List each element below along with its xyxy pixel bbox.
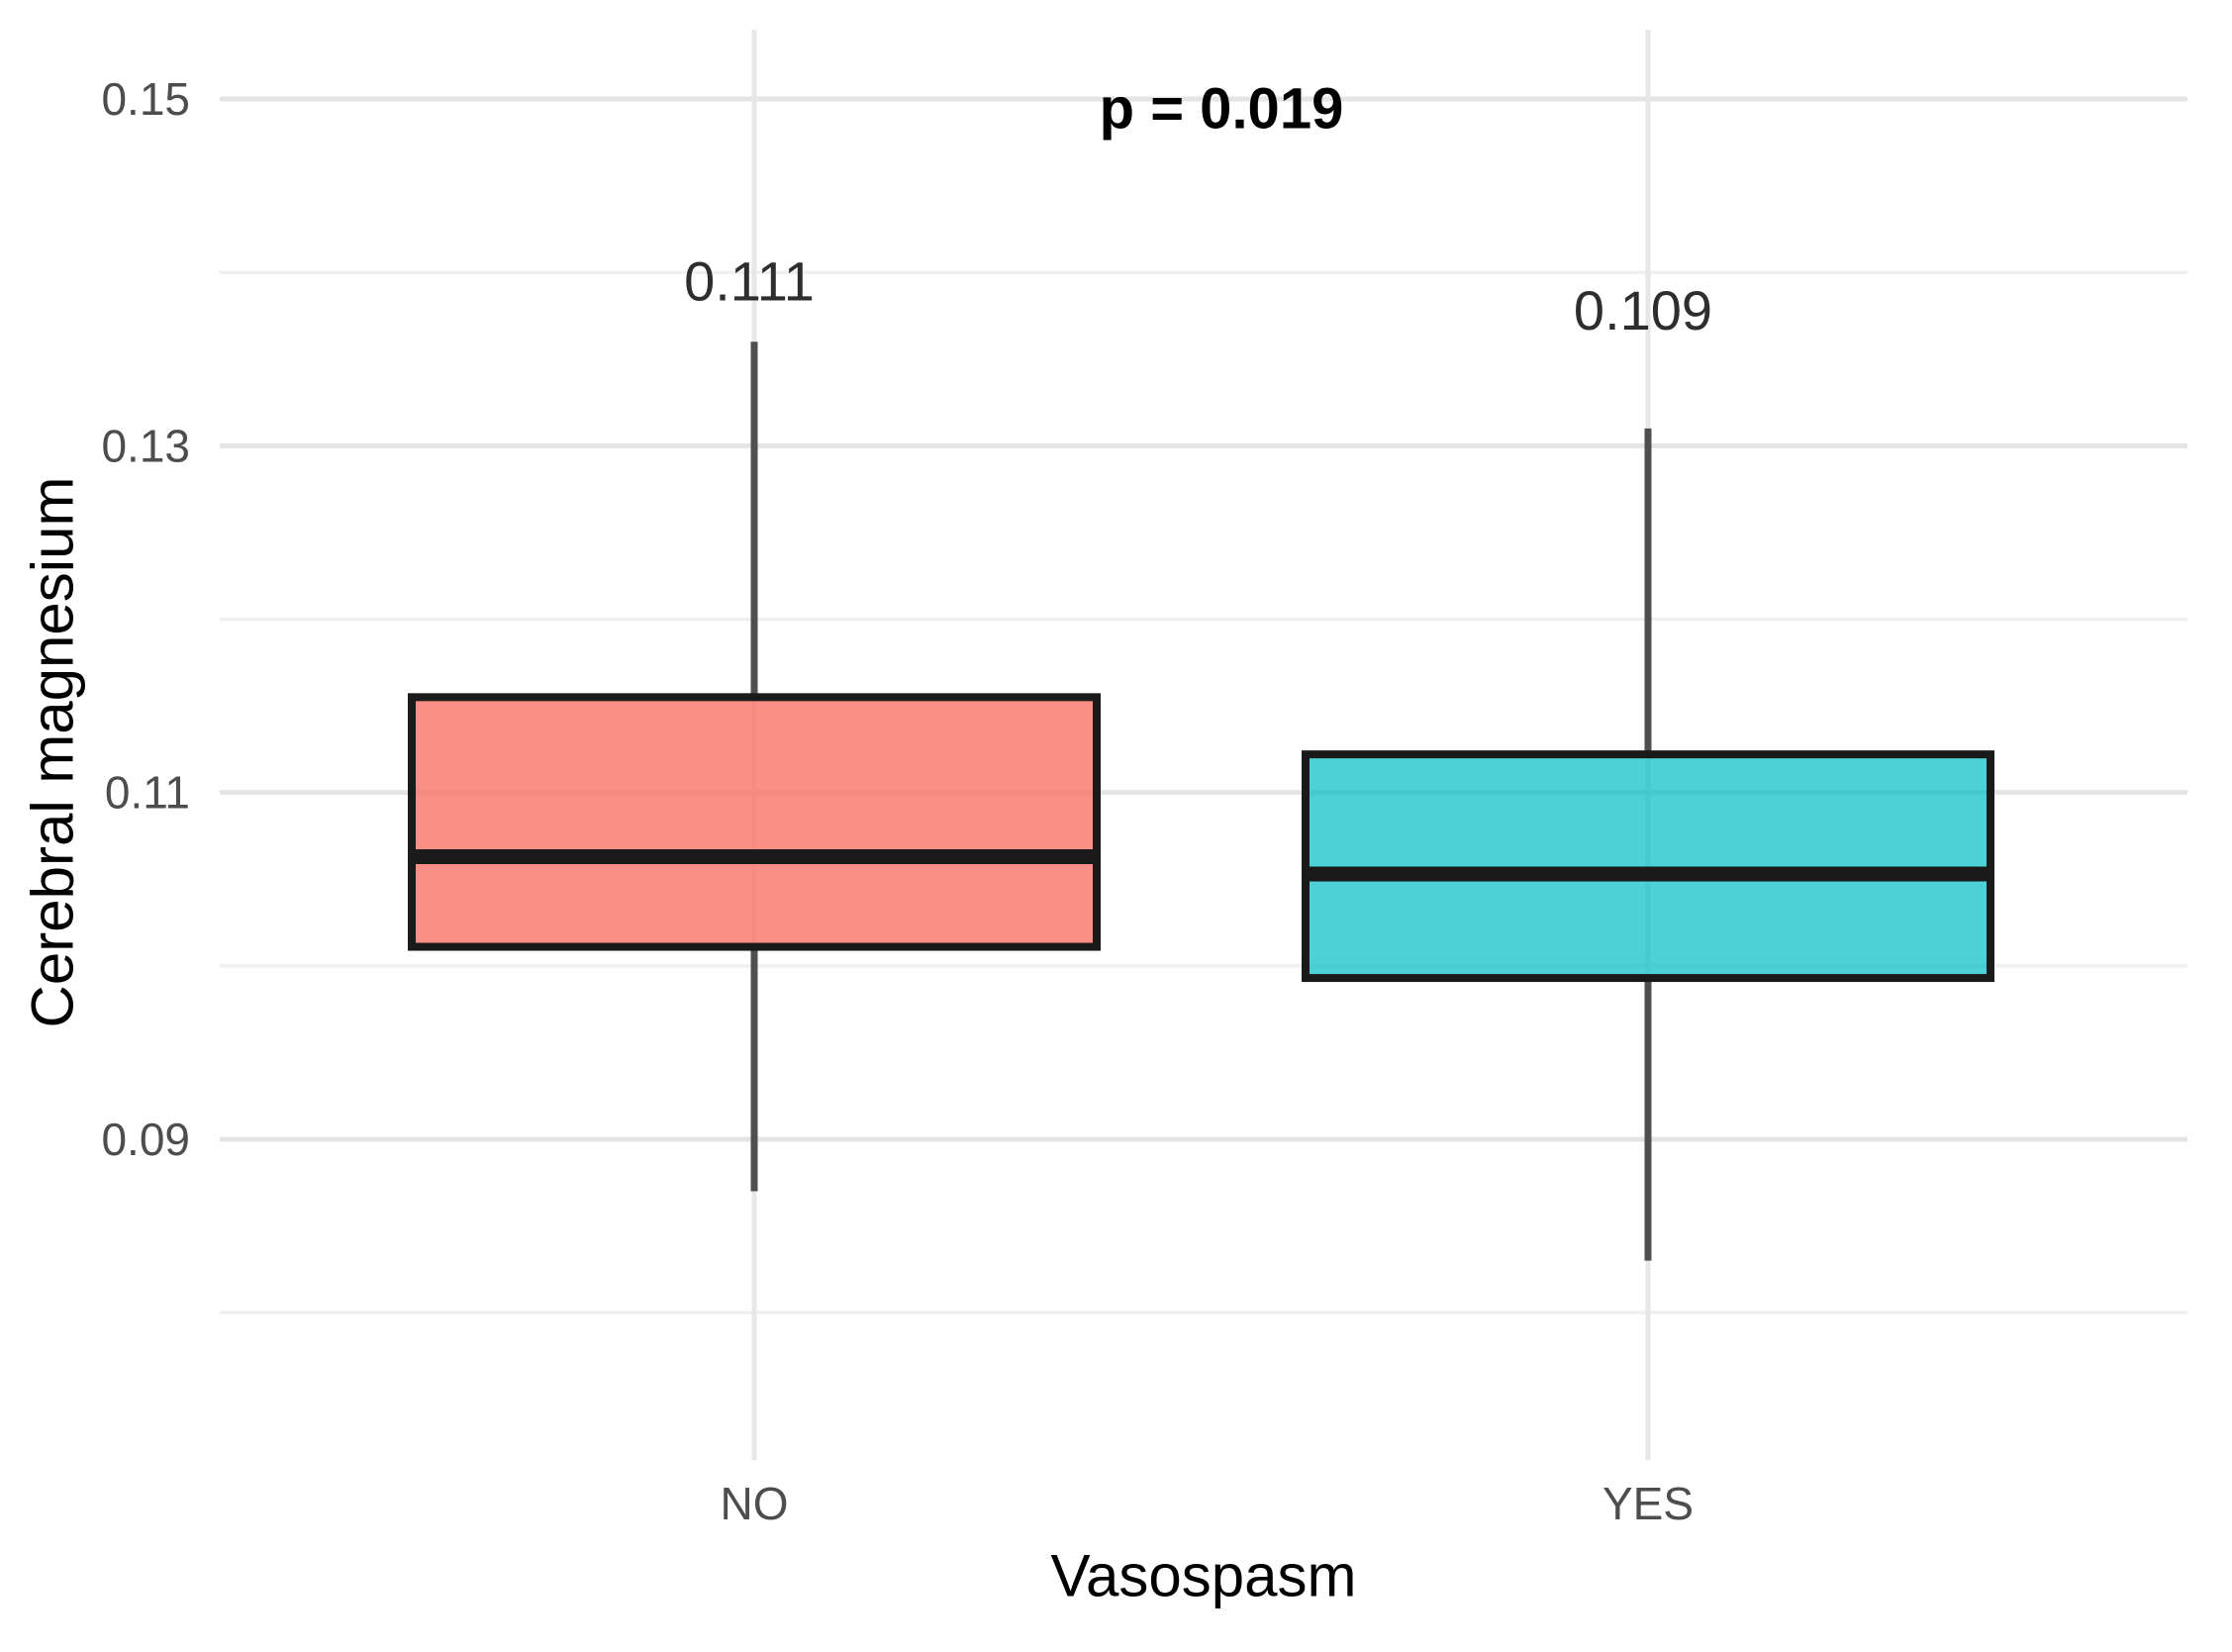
x-category-label-no: NO (721, 1478, 789, 1529)
p-value-annotation: p = 0.019 (1100, 77, 1344, 142)
y-tick-label: 0.13 (101, 420, 190, 471)
box-layer (408, 341, 1994, 1261)
y-tick-label: 0.15 (101, 73, 190, 125)
y-axis-title: Cerebral magnesium (20, 477, 86, 1028)
x-category-label-yes: YES (1602, 1478, 1694, 1529)
x-axis-title: Vasospasm (1050, 1543, 1356, 1609)
y-tick-label: 0.09 (101, 1114, 190, 1165)
box-mean-label-no: 0.111 (684, 249, 815, 312)
box-mean-label-yes: 0.109 (1574, 279, 1712, 341)
box-no (408, 693, 1101, 951)
box-yes (1302, 750, 1994, 983)
y-tick-label: 0.11 (105, 767, 190, 819)
